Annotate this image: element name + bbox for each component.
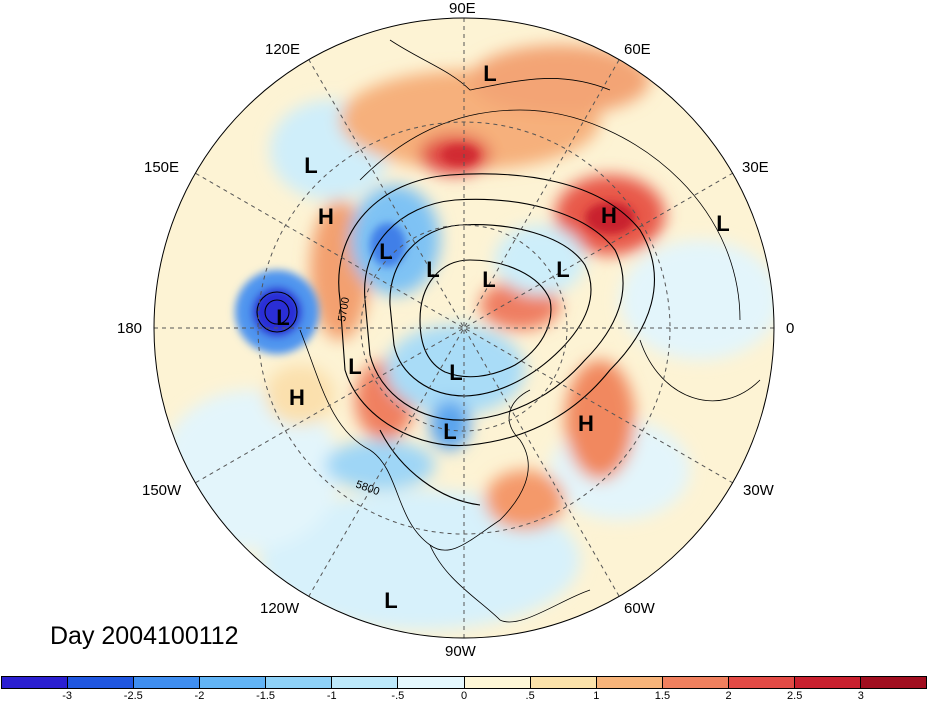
colorbar-segment [134, 677, 201, 688]
colorbar-tick-label: 3 [857, 690, 864, 702]
pressure-center-low: L [384, 588, 398, 613]
day-title: Day 2004100112 [50, 622, 239, 650]
lon-label-30w: 30W [743, 482, 774, 499]
contour-label-5700: 5700 [336, 296, 352, 322]
pressure-center-low: L [379, 239, 393, 264]
colorbar-tick-label: -2.5 [123, 690, 143, 702]
colorbar-segment [464, 677, 531, 688]
lon-label-150w: 150W [142, 482, 182, 499]
colorbar-segment [662, 677, 729, 688]
colorbar-tick-label: -1 [326, 690, 337, 702]
colorbar-tick-label: -.5 [391, 690, 405, 702]
lon-label-90e: 90E [449, 0, 476, 17]
colorbar-segment [728, 677, 795, 688]
colorbar-segment [266, 677, 333, 688]
pressure-center-low: L [304, 153, 318, 178]
pressure-center-high: H [318, 204, 334, 229]
lon-label-120e: 120E [265, 41, 301, 58]
polar-stereographic-map: 5700 5800 [153, 17, 775, 639]
colorbar-segment [530, 677, 597, 688]
lon-label-120w: 120W [260, 600, 300, 617]
colorbar-tick-label: 0 [460, 690, 468, 702]
colorbar-segment [596, 677, 663, 688]
pressure-center-high: H [578, 411, 594, 436]
pressure-center-low: L [556, 257, 570, 282]
colorbar-segment [332, 677, 399, 688]
colorbar-segment [398, 677, 465, 688]
colorbar-segment [200, 677, 267, 688]
graticule [154, 18, 774, 638]
lon-label-30e: 30E [742, 159, 769, 176]
colorbar-segment [794, 677, 862, 688]
pressure-center-low: L [426, 257, 440, 282]
colorbar [1, 676, 927, 689]
lon-label-150e: 150E [144, 159, 180, 176]
pressure-center-low: L [716, 211, 730, 236]
colorbar-tick-label: 1 [593, 690, 600, 702]
pressure-center-low: L [483, 61, 497, 86]
height-contours [256, 173, 655, 506]
colorbar-tick-label: 1.5 [654, 690, 671, 702]
anomaly-shading [154, 18, 774, 638]
pressure-center-low: L [482, 267, 496, 292]
lon-label-60e: 60E [624, 41, 651, 58]
colorbar-tick-label: -2 [194, 690, 205, 702]
pressure-center-low: L [276, 305, 290, 330]
colorbar-segment [68, 677, 135, 688]
colorbar-tick-label: 2 [725, 690, 732, 702]
lon-label-90w: 90W [445, 643, 476, 660]
colorbar-tick-label: -3 [62, 690, 73, 702]
coastlines [299, 39, 761, 623]
colorbar-tick-label: .5 [525, 690, 535, 702]
pressure-center-high: H [289, 385, 305, 410]
lon-label-0: 0 [786, 320, 795, 337]
colorbar-segment [2, 677, 69, 688]
pressure-center-low: L [348, 354, 362, 379]
colorbar-segment [861, 677, 927, 688]
pressure-center-low: L [443, 419, 457, 444]
pressure-center-high: H [601, 203, 617, 228]
map-border [153, 17, 775, 639]
lon-label-60w: 60W [624, 600, 655, 617]
colorbar-tick-label: 2.5 [787, 690, 803, 702]
colorbar-tick-label: -1.5 [256, 690, 276, 702]
lon-label-180: 180 [117, 320, 143, 337]
pressure-center-low: L [449, 360, 463, 385]
